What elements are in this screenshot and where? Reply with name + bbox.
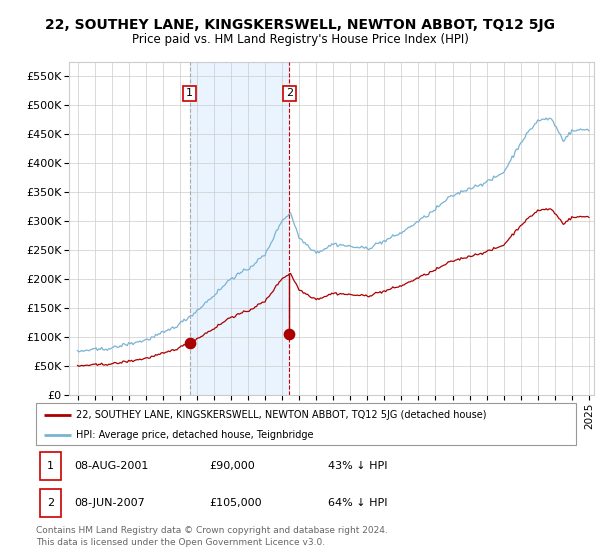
Text: 22, SOUTHEY LANE, KINGSKERSWELL, NEWTON ABBOT, TQ12 5JG (detached house): 22, SOUTHEY LANE, KINGSKERSWELL, NEWTON …: [77, 410, 487, 420]
Text: 2: 2: [286, 88, 293, 99]
Text: 2: 2: [47, 498, 54, 507]
Text: 1: 1: [47, 461, 54, 471]
FancyBboxPatch shape: [36, 403, 576, 445]
Text: £90,000: £90,000: [209, 461, 254, 471]
Bar: [190, 62, 289, 395]
Point: [284, 329, 294, 338]
FancyBboxPatch shape: [40, 452, 61, 480]
Text: 43% ↓ HPI: 43% ↓ HPI: [328, 461, 387, 471]
FancyBboxPatch shape: [40, 488, 61, 516]
Text: Price paid vs. HM Land Registry's House Price Index (HPI): Price paid vs. HM Land Registry's House …: [131, 32, 469, 46]
Text: 64% ↓ HPI: 64% ↓ HPI: [328, 498, 387, 507]
Text: 22, SOUTHEY LANE, KINGSKERSWELL, NEWTON ABBOT, TQ12 5JG: 22, SOUTHEY LANE, KINGSKERSWELL, NEWTON …: [45, 18, 555, 32]
Text: HPI: Average price, detached house, Teignbridge: HPI: Average price, detached house, Teig…: [77, 430, 314, 440]
Text: Contains HM Land Registry data © Crown copyright and database right 2024.
This d: Contains HM Land Registry data © Crown c…: [36, 526, 388, 547]
Point: [185, 338, 194, 347]
Text: 1: 1: [186, 88, 193, 99]
Text: 08-AUG-2001: 08-AUG-2001: [74, 461, 148, 471]
Text: 08-JUN-2007: 08-JUN-2007: [74, 498, 145, 507]
Text: £105,000: £105,000: [209, 498, 262, 507]
